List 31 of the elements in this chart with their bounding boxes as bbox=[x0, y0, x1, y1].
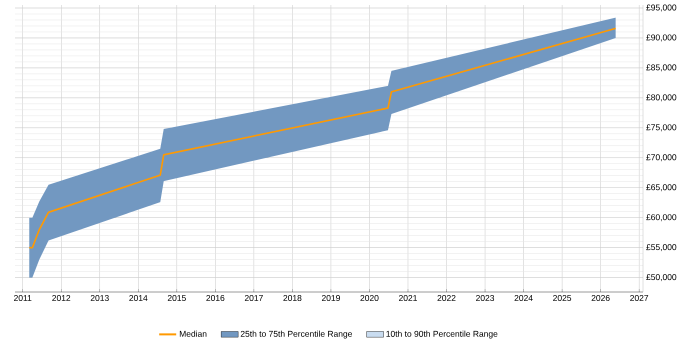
line-series bbox=[28, 28, 616, 248]
y-tick-label: £95,000 bbox=[646, 4, 676, 12]
x-tick-label: 2014 bbox=[129, 295, 148, 302]
y-tick-label: £80,000 bbox=[646, 94, 676, 102]
y-tick-label: £55,000 bbox=[646, 244, 676, 252]
x-tick-label: 2024 bbox=[514, 295, 533, 302]
y-tick-label: £50,000 bbox=[646, 274, 676, 282]
x-tick-label: 2011 bbox=[14, 295, 32, 302]
x-tick-label: 2021 bbox=[398, 295, 417, 302]
x-tick-label: 2020 bbox=[360, 295, 379, 302]
y-tick-label: £70,000 bbox=[646, 154, 676, 162]
x-tick-label: 2026 bbox=[592, 295, 610, 302]
y-tick-label: £75,000 bbox=[646, 124, 676, 132]
y-tick-label: £85,000 bbox=[646, 64, 676, 72]
legend-label: 10th to 90th Percentile Range bbox=[386, 330, 498, 339]
x-tick-label: 2023 bbox=[476, 295, 494, 302]
x-tick-label: 2013 bbox=[90, 295, 109, 302]
y-tick-label: £60,000 bbox=[646, 214, 676, 222]
x-tick-label: 2027 bbox=[630, 295, 648, 302]
x-tick-label: 2022 bbox=[438, 295, 456, 302]
legend-label: 25th to 75th Percentile Range bbox=[240, 330, 352, 339]
x-tick-label: 2018 bbox=[283, 295, 302, 302]
x-tick-label: 2017 bbox=[244, 295, 263, 302]
y-tick-label: £65,000 bbox=[646, 184, 676, 192]
x-tick-label: 2019 bbox=[322, 295, 340, 302]
x-tick-label: 2015 bbox=[168, 295, 186, 302]
x-tick-label: 2012 bbox=[52, 295, 70, 302]
legend-label: Median bbox=[180, 330, 206, 337]
y-tick-label: £90,000 bbox=[646, 34, 676, 42]
x-tick-label: 2025 bbox=[553, 295, 572, 302]
x-tick-label: 2016 bbox=[206, 295, 224, 302]
